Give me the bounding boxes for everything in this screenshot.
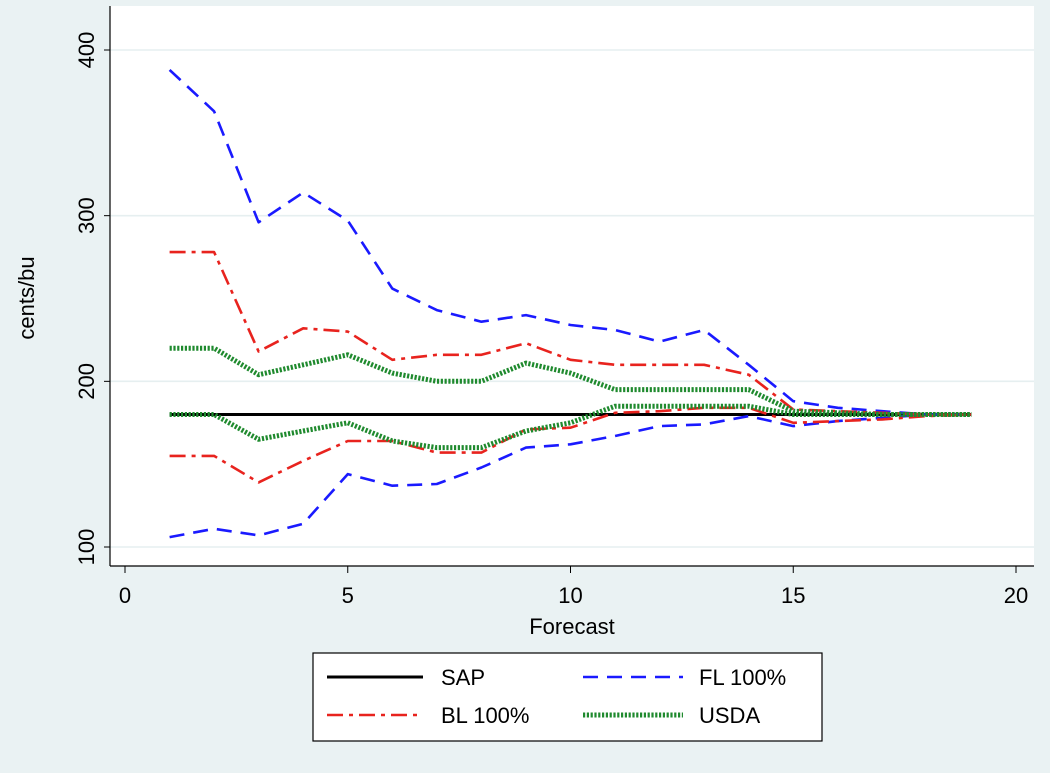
- x-tick-label: 20: [1004, 583, 1028, 608]
- x-tick-label: 15: [781, 583, 805, 608]
- legend-box: [312, 652, 823, 742]
- legend-label-usda: USDA: [699, 703, 760, 728]
- x-tick-label: 0: [119, 583, 131, 608]
- legend-label-fl-100-: FL 100%: [699, 665, 786, 690]
- x-tick-label: 10: [558, 583, 582, 608]
- y-tick-label: 400: [74, 32, 99, 69]
- series-line-bl-100--upper: [169, 250, 972, 416]
- axes: [104, 6, 1034, 573]
- y-tick-label: 100: [74, 529, 99, 566]
- legend: SAP FL 100% BL 100% USDA: [312, 652, 823, 742]
- series-layer: [168, 68, 972, 539]
- legend-label-sap: SAP: [441, 665, 485, 690]
- y-tick-label: 200: [74, 363, 99, 400]
- legend-label-bl-100-: BL 100%: [441, 703, 529, 728]
- series-line-usda-upper: [169, 345, 972, 417]
- y-tick-label: 300: [74, 197, 99, 234]
- series-line-usda-lower: [169, 403, 972, 451]
- tick-labels: 100 200 300 400 0 5 10 15 20: [74, 32, 1028, 608]
- x-axis-title: Forecast: [529, 614, 615, 639]
- series-line-bl-100--lower: [169, 406, 972, 484]
- y-axis-title: cents/bu: [14, 256, 39, 339]
- gridlines: [110, 49, 1034, 548]
- plot-area: [110, 6, 1034, 566]
- x-tick-label: 5: [342, 583, 354, 608]
- series-line-fl-100--upper: [168, 68, 972, 416]
